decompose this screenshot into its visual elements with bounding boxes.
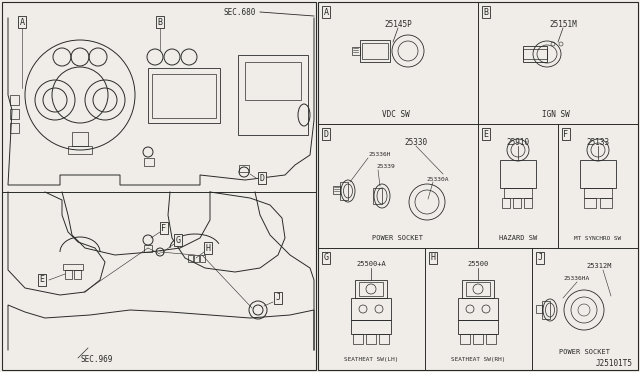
Text: F: F xyxy=(161,224,166,232)
Text: E: E xyxy=(483,129,488,138)
Text: H: H xyxy=(205,244,211,253)
Bar xyxy=(353,334,363,344)
Bar xyxy=(144,158,154,166)
Bar xyxy=(144,245,152,252)
Bar xyxy=(458,320,498,334)
Bar xyxy=(584,198,596,208)
Bar xyxy=(600,198,612,208)
Bar xyxy=(188,255,193,262)
Bar xyxy=(74,270,81,279)
Text: J: J xyxy=(275,294,280,302)
Bar xyxy=(10,123,19,133)
Bar xyxy=(10,95,19,105)
Bar xyxy=(68,146,92,154)
Bar xyxy=(360,40,390,62)
Bar xyxy=(200,255,205,262)
Text: SEATHEAT SW(LH): SEATHEAT SW(LH) xyxy=(344,357,398,362)
Text: IGN SW: IGN SW xyxy=(542,109,570,119)
Bar xyxy=(523,46,547,62)
Text: VDC SW: VDC SW xyxy=(382,109,410,119)
Text: J: J xyxy=(538,253,543,263)
Text: A: A xyxy=(19,17,24,26)
Bar xyxy=(351,298,391,320)
Text: J25101T5: J25101T5 xyxy=(596,359,633,369)
Bar xyxy=(513,198,521,208)
Text: A: A xyxy=(323,7,328,16)
Bar xyxy=(355,280,387,298)
Bar xyxy=(152,74,216,118)
Text: 25336HA: 25336HA xyxy=(564,276,590,280)
Bar xyxy=(352,47,360,55)
Bar xyxy=(65,270,72,279)
Bar xyxy=(523,49,547,59)
Text: HAZARD SW: HAZARD SW xyxy=(499,235,537,241)
Bar xyxy=(458,298,498,320)
Text: D: D xyxy=(259,173,264,183)
Bar xyxy=(366,334,376,344)
Text: 25336H: 25336H xyxy=(368,151,390,157)
Bar xyxy=(72,132,88,146)
Bar xyxy=(486,334,496,344)
Text: H: H xyxy=(431,253,435,263)
Text: 25151M: 25151M xyxy=(549,19,577,29)
Bar xyxy=(460,334,470,344)
Bar xyxy=(318,2,638,370)
Bar xyxy=(373,188,382,204)
Bar xyxy=(239,165,249,172)
Text: G: G xyxy=(175,235,180,244)
Bar xyxy=(340,182,348,200)
Bar xyxy=(351,320,391,334)
Text: 25339: 25339 xyxy=(376,164,395,169)
Bar xyxy=(63,264,83,270)
Bar xyxy=(536,305,542,313)
Text: B: B xyxy=(483,7,488,16)
Bar xyxy=(333,186,340,194)
Bar xyxy=(245,62,301,100)
Bar xyxy=(502,198,510,208)
Text: 25133: 25133 xyxy=(586,138,609,147)
Bar xyxy=(148,68,220,123)
Bar xyxy=(500,160,536,188)
Bar xyxy=(504,188,532,198)
Text: 25500+A: 25500+A xyxy=(356,261,386,267)
Bar xyxy=(462,280,494,298)
Text: SEATHEAT SW(RH): SEATHEAT SW(RH) xyxy=(451,357,505,362)
Text: 25910: 25910 xyxy=(506,138,529,147)
Text: SEC.969: SEC.969 xyxy=(80,356,113,365)
Bar xyxy=(2,2,316,370)
Bar xyxy=(362,43,388,59)
Text: 25145P: 25145P xyxy=(384,19,412,29)
Bar xyxy=(584,188,612,198)
Bar xyxy=(524,198,532,208)
Bar xyxy=(466,282,490,296)
Bar xyxy=(194,255,199,262)
Text: POWER SOCKET: POWER SOCKET xyxy=(559,349,611,355)
Text: 25312M: 25312M xyxy=(586,263,612,269)
Text: MT SYNCHRO SW: MT SYNCHRO SW xyxy=(575,235,621,241)
Text: G: G xyxy=(323,253,328,263)
Text: POWER SOCKET: POWER SOCKET xyxy=(372,235,424,241)
Text: D: D xyxy=(323,129,328,138)
Bar xyxy=(10,109,19,119)
Text: 25330: 25330 xyxy=(404,138,428,147)
Text: B: B xyxy=(157,17,163,26)
Bar xyxy=(473,334,483,344)
Bar xyxy=(542,301,550,319)
Bar xyxy=(379,334,389,344)
Text: SEC.680: SEC.680 xyxy=(224,7,256,16)
Bar xyxy=(359,282,383,296)
Text: E: E xyxy=(40,276,45,285)
Bar xyxy=(238,55,308,135)
Text: 25500: 25500 xyxy=(467,261,488,267)
Text: F: F xyxy=(563,129,568,138)
Text: 25330A: 25330A xyxy=(426,176,449,182)
Bar xyxy=(580,160,616,188)
